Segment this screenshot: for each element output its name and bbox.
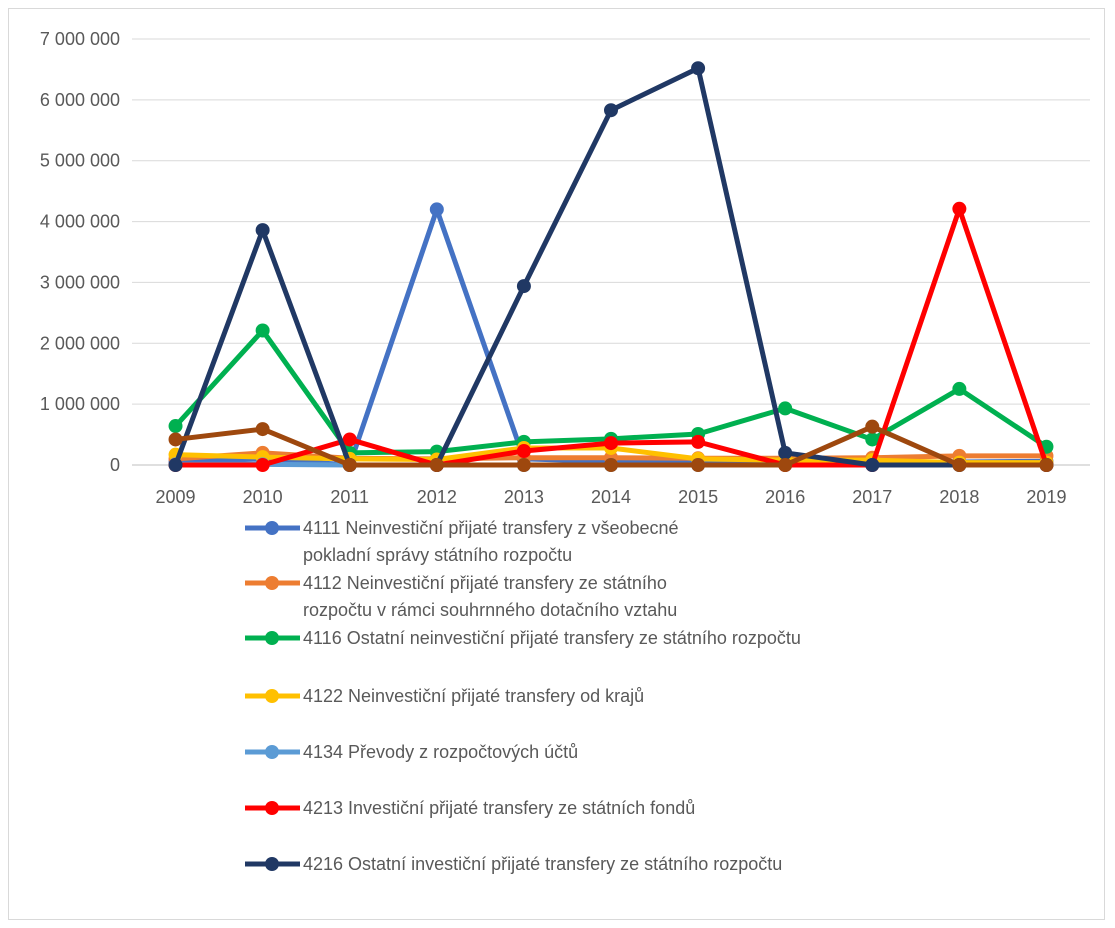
data-point [1039, 458, 1054, 472]
legend-entry: 4111 Neinvestiční přijaté transfery z vš… [245, 518, 679, 565]
data-point [952, 201, 967, 216]
data-point [168, 432, 183, 447]
data-point [865, 458, 880, 472]
x-tick-label: 2016 [765, 487, 805, 507]
data-point [429, 458, 444, 472]
data-point [516, 458, 531, 472]
legend-swatch-marker [265, 576, 279, 590]
x-axis-tick-labels: 2009 2010 2011 2012 2013 2014 2015 2016 2017 2018… [156, 487, 1067, 507]
data-point [691, 458, 706, 472]
y-tick-label: 3 000 000 [40, 272, 120, 292]
x-tick-label: 2013 [504, 487, 544, 507]
legend-swatch-marker [265, 521, 279, 535]
data-point [778, 401, 793, 416]
series-7 [168, 419, 1054, 472]
data-point [255, 458, 270, 472]
data-point [342, 458, 357, 472]
legend-label: 4112 Neinvestiční přijaté transfery ze s… [303, 573, 667, 593]
data-point [691, 434, 706, 449]
series-lines [168, 61, 1054, 472]
data-point [865, 432, 880, 447]
y-tick-label: 4 000 000 [40, 212, 120, 232]
data-point [778, 445, 793, 460]
data-point [691, 61, 706, 76]
legend-entry: 4213 Investiční přijaté transfery ze stá… [245, 798, 695, 818]
y-tick-label: 7 000 000 [40, 29, 120, 49]
data-point [516, 279, 531, 294]
series-line [175, 206, 1049, 468]
data-point [168, 419, 183, 434]
data-point [952, 458, 967, 472]
x-tick-label: 2015 [678, 487, 718, 507]
legend-label: 4111 Neinvestiční přijaté transfery z vš… [303, 518, 679, 538]
legend-label: pokladní správy státního rozpočtu [303, 545, 572, 565]
legend-entry: 4122 Neinvestiční přijaté transfery od k… [245, 686, 644, 706]
legend-label: 4213 Investiční přijaté transfery ze stá… [303, 798, 695, 818]
x-tick-label: 2009 [156, 487, 196, 507]
series-line [173, 65, 1047, 468]
data-point [342, 432, 357, 447]
legend-swatch-marker [265, 745, 279, 759]
y-axis-tick-labels: 0 1 000 000 2 000 000 3 000 000 4 000 000 5 0… [40, 29, 120, 475]
data-point [516, 444, 531, 459]
legend-label: 4116 Ostatní neinvestiční přijaté transf… [303, 628, 801, 648]
legend-label: 4122 Neinvestiční přijaté transfery od k… [303, 686, 644, 706]
data-point [952, 381, 967, 396]
legend-label: 4134 Převody z rozpočtových účtů [303, 742, 578, 762]
y-tick-label: 6 000 000 [40, 90, 120, 110]
y-tick-label: 5 000 000 [40, 151, 120, 171]
x-tick-label: 2017 [852, 487, 892, 507]
data-point [429, 202, 444, 217]
legend-entry: 4216 Ostatní investiční přijaté transfer… [245, 854, 782, 874]
legend-swatch-marker [265, 689, 279, 703]
y-tick-label: 2 000 000 [40, 333, 120, 353]
series-6 [168, 61, 1054, 472]
data-point [255, 323, 270, 338]
data-point [778, 458, 793, 472]
x-tick-label: 2010 [243, 487, 283, 507]
x-tick-label: 2012 [417, 487, 457, 507]
data-point [604, 103, 618, 118]
data-point [604, 458, 618, 472]
x-tick-label: 2014 [591, 487, 631, 507]
x-tick-label: 2019 [1026, 487, 1066, 507]
data-point [604, 436, 618, 451]
legend-label: 4216 Ostatní investiční přijaté transfer… [303, 854, 782, 874]
legend: 4111 Neinvestiční přijaté transfery z vš… [245, 518, 801, 874]
data-point [168, 458, 183, 472]
legend-label: rozpočtu v rámci souhrnného dotačního vz… [303, 600, 677, 620]
legend-entry: 4134 Převody z rozpočtových účtů [245, 742, 578, 762]
x-tick-label: 2011 [330, 487, 369, 507]
legend-swatch-marker [265, 857, 279, 871]
y-tick-label: 1 000 000 [40, 394, 120, 414]
data-point [255, 223, 270, 238]
legend-swatch-marker [265, 801, 279, 815]
legend-entry: 4116 Ostatní neinvestiční přijaté transf… [245, 628, 801, 648]
data-point [865, 419, 880, 434]
data-point [255, 422, 270, 437]
y-tick-label: 0 [110, 455, 120, 475]
x-tick-label: 2018 [939, 487, 979, 507]
legend-swatch-marker [265, 631, 279, 645]
legend-entry: 4112 Neinvestiční přijaté transfery ze s… [245, 573, 677, 620]
